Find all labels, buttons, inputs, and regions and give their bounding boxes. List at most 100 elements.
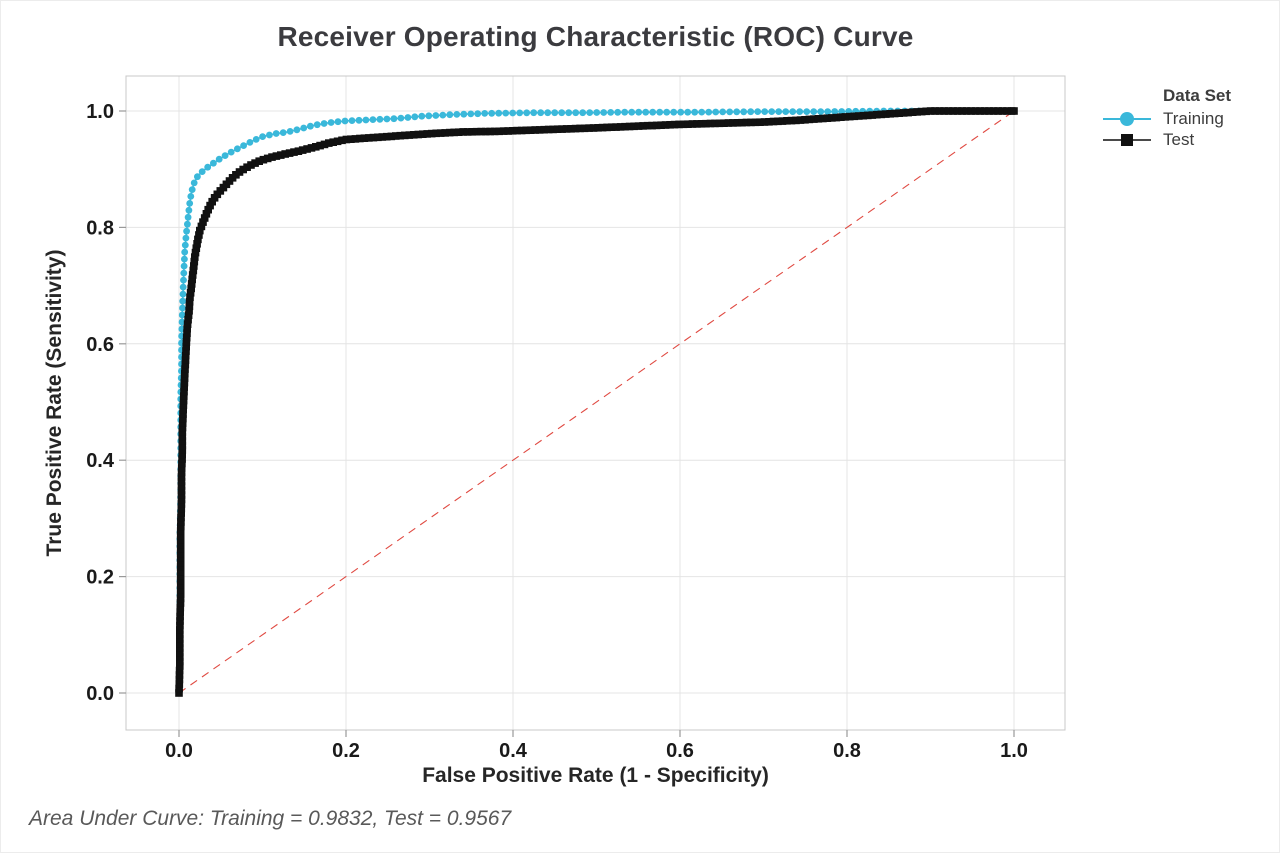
test-data-marker xyxy=(522,126,530,135)
y-tick-label: 0.4 xyxy=(86,450,115,472)
test-data-marker xyxy=(176,621,184,630)
test-data-marker xyxy=(481,127,490,136)
training-data-marker xyxy=(551,109,559,117)
test-data-marker xyxy=(756,118,764,126)
training-data-marker xyxy=(572,109,580,117)
test-data-marker xyxy=(351,135,360,143)
test-data-marker xyxy=(176,590,185,598)
test-data-marker xyxy=(263,154,272,163)
test-data-marker xyxy=(553,125,562,133)
test-data-marker xyxy=(679,120,688,129)
test-data-marker xyxy=(931,107,939,115)
test-data-marker xyxy=(436,129,445,137)
training-data-marker xyxy=(565,109,573,117)
training-data-marker xyxy=(439,111,447,119)
training-data-marker xyxy=(579,109,587,117)
test-data-marker xyxy=(814,115,823,123)
training-data-marker xyxy=(446,111,454,119)
test-data-marker xyxy=(531,126,539,134)
test-data-marker xyxy=(962,107,971,115)
test-square-icon xyxy=(1121,133,1133,146)
training-data-marker xyxy=(221,152,229,160)
test-data-marker xyxy=(410,131,418,139)
training-data-marker xyxy=(628,108,636,116)
training-data-marker xyxy=(481,110,489,117)
test-data-marker xyxy=(868,111,877,119)
test-data-marker xyxy=(177,513,185,522)
test-data-marker xyxy=(697,120,706,128)
chart-title: Receiver Operating Characteristic (ROC) … xyxy=(277,21,914,52)
test-data-marker xyxy=(949,107,957,115)
test-data-marker xyxy=(190,257,199,266)
training-data-marker xyxy=(418,112,426,120)
test-data-marker xyxy=(190,262,198,270)
training-data-marker xyxy=(425,112,433,120)
y-axis-label: True Positive Rate (Sensitivity) xyxy=(43,249,66,557)
test-data-marker xyxy=(186,289,195,297)
test-data-marker xyxy=(634,122,643,130)
test-data-marker xyxy=(285,149,294,157)
test-data-marker xyxy=(176,558,185,567)
test-data-marker xyxy=(333,137,342,146)
auc-footer-note: Area Under Curve: Training = 0.9832, Tes… xyxy=(29,807,512,830)
series-markers-test xyxy=(175,107,1018,697)
test-data-marker xyxy=(935,107,944,115)
test-data-marker xyxy=(178,446,187,454)
training-data-marker xyxy=(558,109,566,117)
test-data-marker xyxy=(177,504,186,513)
test-data-marker xyxy=(396,131,405,140)
training-data-marker xyxy=(184,213,192,221)
training-data-marker xyxy=(530,109,538,117)
reference-diagonal-line xyxy=(178,110,1015,694)
test-data-marker xyxy=(540,125,548,134)
test-data-marker xyxy=(850,112,859,121)
training-data-marker xyxy=(182,234,190,242)
test-data-marker xyxy=(769,117,778,126)
training-data-marker xyxy=(831,108,839,115)
training-data-marker xyxy=(670,108,678,116)
test-data-marker xyxy=(450,128,458,137)
test-data-marker xyxy=(356,134,364,143)
test-data-marker xyxy=(197,222,206,231)
test-data-marker xyxy=(187,280,196,288)
test-data-marker xyxy=(193,240,201,248)
training-data-marker xyxy=(754,108,762,115)
test-data-marker xyxy=(180,387,188,396)
test-data-marker xyxy=(204,205,212,214)
test-data-marker xyxy=(176,572,185,580)
training-data-marker xyxy=(180,269,188,277)
test-data-marker xyxy=(535,126,544,134)
test-data-marker xyxy=(176,626,184,634)
test-data-marker xyxy=(427,129,436,138)
training-data-marker xyxy=(523,109,531,117)
test-data-marker xyxy=(251,159,259,167)
test-data-marker xyxy=(307,144,316,152)
test-data-marker xyxy=(702,119,710,128)
training-data-marker xyxy=(180,276,187,284)
training-data-marker xyxy=(179,304,186,312)
test-data-marker xyxy=(432,129,440,138)
test-data-marker xyxy=(1010,107,1018,115)
test-data-marker xyxy=(178,419,187,427)
test-data-marker xyxy=(823,114,832,122)
test-data-marker xyxy=(544,125,553,134)
test-data-marker xyxy=(181,360,190,369)
test-data-marker xyxy=(374,133,382,142)
training-data-marker xyxy=(179,297,187,305)
training-data-marker xyxy=(488,109,496,117)
test-data-marker xyxy=(191,253,199,261)
test-data-marker xyxy=(733,119,742,127)
training-data-marker xyxy=(705,108,713,116)
test-data-marker xyxy=(976,107,984,115)
test-data-marker xyxy=(926,107,935,115)
test-data-marker xyxy=(175,680,184,688)
test-data-marker xyxy=(277,151,285,159)
training-swatch xyxy=(1103,108,1151,129)
test-data-marker xyxy=(177,518,185,526)
test-data-marker xyxy=(459,128,467,136)
test-swatch xyxy=(1103,129,1151,150)
test-data-marker xyxy=(508,127,517,135)
training-data-marker xyxy=(362,116,370,124)
training-data-marker xyxy=(782,108,790,115)
training-data-marker xyxy=(187,193,195,200)
